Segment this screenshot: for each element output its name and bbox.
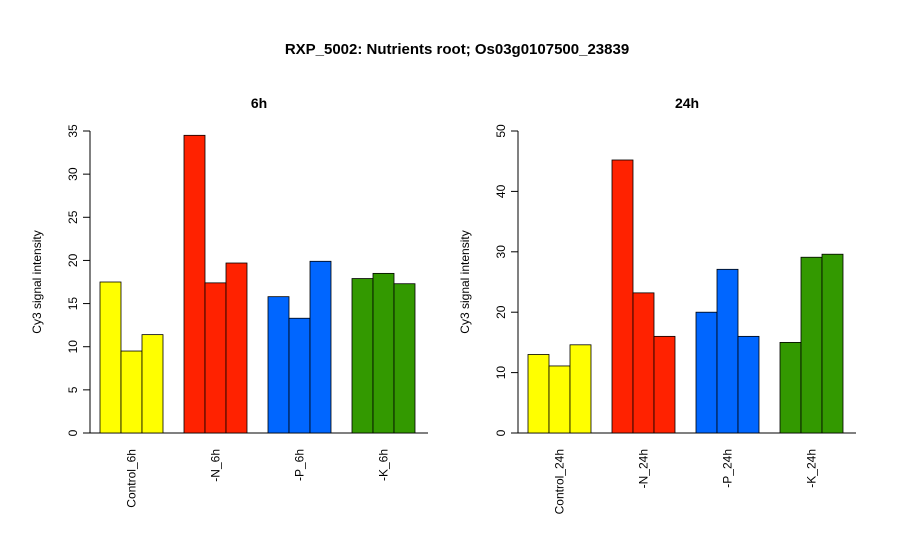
bar--K_24h-2 <box>800 256 823 434</box>
bar--P_6h-2 <box>288 317 311 434</box>
category-label: -N_24h <box>637 449 651 488</box>
y-tick-label: 10 <box>66 340 80 354</box>
y-tick-label: 0 <box>494 429 508 436</box>
y-tick-label: 15 <box>66 297 80 311</box>
bar--K_6h-2 <box>372 272 395 434</box>
category-label: Control_24h <box>553 449 567 514</box>
y-tick-label: 30 <box>494 245 508 259</box>
category-label: -P_6h <box>293 449 307 481</box>
y-tick-label: 20 <box>66 253 80 267</box>
y-tick-label: 5 <box>66 386 80 393</box>
category-label: -K_6h <box>377 449 391 481</box>
category-label: -P_24h <box>721 449 735 488</box>
bar--P_24h-2 <box>716 268 739 434</box>
panel-title: 6h <box>251 95 267 111</box>
bar--P_24h-1 <box>695 311 718 434</box>
bar--N_24h-3 <box>653 335 676 434</box>
bar--P_6h-3 <box>309 260 332 434</box>
panel-6h: 6h 0 5 10 15 20 25 30 35 Cy3 signal intensity Cont… <box>30 95 428 508</box>
bar--K_24h-1 <box>779 341 802 434</box>
y-tick-label: 25 <box>66 210 80 224</box>
bar--N_6h-1 <box>183 134 206 434</box>
y-tick-label: 40 <box>494 184 508 198</box>
y-tick-label: 20 <box>494 305 508 319</box>
bar-Control_6h-3 <box>141 334 164 434</box>
bar--K_6h-1 <box>351 278 374 434</box>
bar--K_6h-3 <box>393 283 416 434</box>
bar-Control_24h-3 <box>569 344 592 434</box>
category-label: Control_6h <box>125 449 139 508</box>
bar--N_6h-2 <box>204 282 227 434</box>
main-title: RXP_5002: Nutrients root; Os03g0107500_2… <box>285 41 629 58</box>
bar-Control_6h-1 <box>99 281 122 434</box>
bar--N_6h-3 <box>225 262 248 434</box>
y-tick-label: 30 <box>66 167 80 181</box>
y-axis-label: Cy3 signal intensity <box>30 230 44 333</box>
y-tick-label: 10 <box>494 366 508 380</box>
category-label: -K_24h <box>805 449 819 488</box>
bar-Control_24h-1 <box>527 354 550 434</box>
bar--K_24h-3 <box>821 253 844 434</box>
bar--N_24h-2 <box>632 292 655 434</box>
y-axis-label: Cy3 signal intensity <box>458 230 472 333</box>
panel-title: 24h <box>675 95 699 111</box>
bar-Control_24h-2 <box>548 365 571 434</box>
bar-Control_6h-2 <box>120 350 143 434</box>
bar--P_6h-1 <box>267 296 290 434</box>
y-tick-label: 35 <box>66 124 80 138</box>
bar--N_24h-1 <box>611 159 634 434</box>
y-tick-label: 50 <box>494 124 508 138</box>
category-label: -N_6h <box>209 449 223 482</box>
bar--P_24h-3 <box>737 335 760 434</box>
y-tick-label: 0 <box>66 429 80 436</box>
panel-24h: 24h 0 10 20 30 40 50 Cy3 signal intensity Contro… <box>458 95 856 514</box>
